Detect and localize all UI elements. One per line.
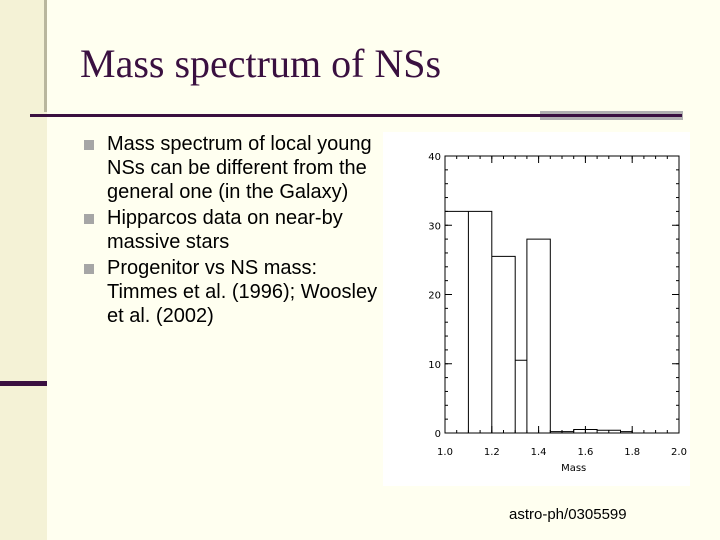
- bullet-square-icon: [84, 140, 94, 150]
- title-rule: [30, 114, 682, 117]
- histogram-panel: 1.0 1.2 1.4 1.6 1.8 2.0 0 10 20 30 40 Mass: [383, 132, 690, 486]
- bullet-item: Mass spectrum of local young NSs can be …: [82, 132, 382, 204]
- histogram-bar: [527, 239, 550, 433]
- x-tick-label: 1.2: [484, 447, 500, 458]
- y-tick-label: 30: [428, 221, 441, 232]
- histogram-bar: [515, 360, 527, 433]
- citation-text: astro-ph/0305599: [509, 506, 627, 523]
- y-tick-label: 0: [435, 429, 441, 440]
- histogram-bars: [445, 211, 632, 433]
- histogram-bar: [468, 211, 491, 433]
- bullet-item: Hipparcos data on near-by massive stars: [82, 206, 382, 254]
- x-tick-label: 1.8: [624, 447, 640, 458]
- bullet-square-icon: [84, 264, 94, 274]
- left-decor-edge: [44, 0, 47, 112]
- x-tick-label: 1.0: [437, 447, 453, 458]
- bullet-text: Hipparcos data on near-by massive stars: [107, 207, 343, 253]
- histogram-bar: [445, 211, 468, 433]
- histogram-bar: [492, 256, 515, 433]
- axis-ticks: 1.0 1.2 1.4 1.6 1.8 2.0 0 10 20 30 40: [428, 152, 687, 458]
- histogram-outline: [444, 210, 633, 433]
- y-tick-label: 40: [428, 152, 441, 163]
- x-tick-label: 1.6: [577, 447, 593, 458]
- bullet-square-icon: [84, 214, 94, 224]
- bullet-list: Mass spectrum of local young NSs can be …: [82, 132, 382, 330]
- left-decor-band: [0, 0, 47, 540]
- left-accent-bar: [0, 381, 47, 386]
- bullet-text: Progenitor vs NS mass: Timmes et al. (19…: [107, 257, 378, 327]
- x-tick-label: 1.4: [531, 447, 547, 458]
- bullet-item: Progenitor vs NS mass: Timmes et al. (19…: [82, 256, 382, 328]
- y-tick-label: 10: [428, 360, 441, 371]
- slide-title: Mass spectrum of NSs: [80, 41, 442, 86]
- x-tick-label: 2.0: [671, 447, 687, 458]
- bullet-text: Mass spectrum of local young NSs can be …: [107, 133, 372, 203]
- plot-frame: [444, 155, 680, 434]
- x-axis-title: Mass: [561, 463, 586, 474]
- mass-histogram-chart: 1.0 1.2 1.4 1.6 1.8 2.0 0 10 20 30 40 Mass: [428, 152, 687, 474]
- y-tick-label: 20: [428, 291, 441, 302]
